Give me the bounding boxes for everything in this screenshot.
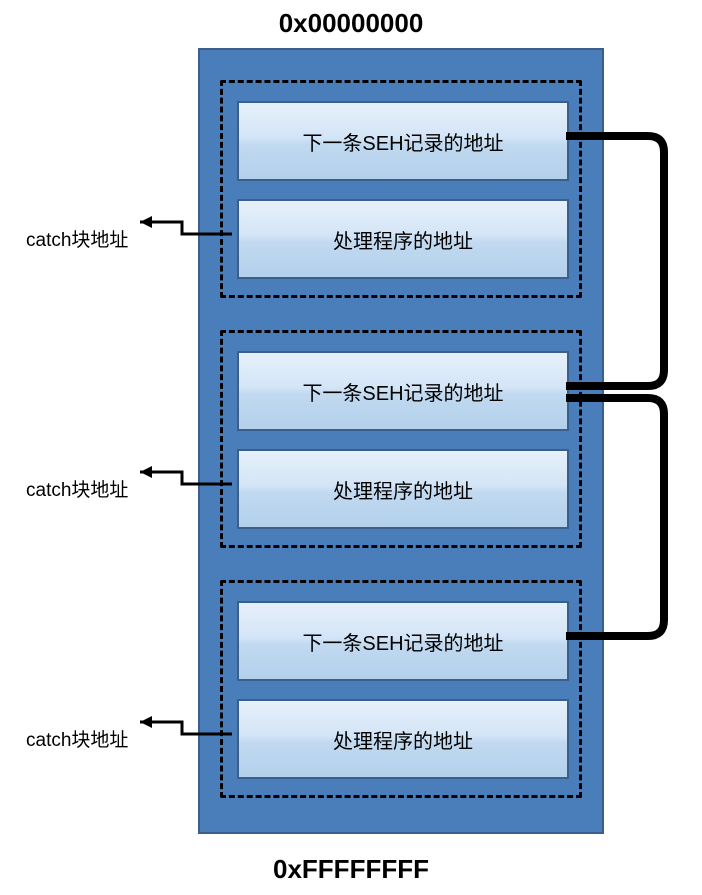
nseh-cell-3: 下一条SEH记录的地址 bbox=[237, 601, 569, 681]
seh-handler-cell-1: 处理程序的地址 bbox=[237, 199, 569, 279]
seh-record-group-2: 下一条SEH记录的地址 处理程序的地址 bbox=[220, 330, 582, 548]
catch-label-1: catch块地址 bbox=[26, 225, 128, 252]
seh-record-group-3: 下一条SEH记录的地址 处理程序的地址 bbox=[220, 580, 582, 798]
seh-handler-cell-3: 处理程序的地址 bbox=[237, 699, 569, 779]
catch-label-2: catch块地址 bbox=[26, 475, 128, 502]
nseh-cell-2: 下一条SEH记录的地址 bbox=[237, 351, 569, 431]
bottom-address-label: 0xFFFFFFFF bbox=[0, 854, 702, 885]
memory-container: 下一条SEH记录的地址 处理程序的地址 下一条SEH记录的地址 处理程序的地址 … bbox=[198, 48, 604, 834]
catch-label-3: catch块地址 bbox=[26, 725, 128, 752]
nseh-cell-1: 下一条SEH记录的地址 bbox=[237, 101, 569, 181]
seh-record-group-1: 下一条SEH记录的地址 处理程序的地址 bbox=[220, 80, 582, 298]
seh-handler-cell-2: 处理程序的地址 bbox=[237, 449, 569, 529]
top-address-label: 0x00000000 bbox=[0, 8, 702, 39]
